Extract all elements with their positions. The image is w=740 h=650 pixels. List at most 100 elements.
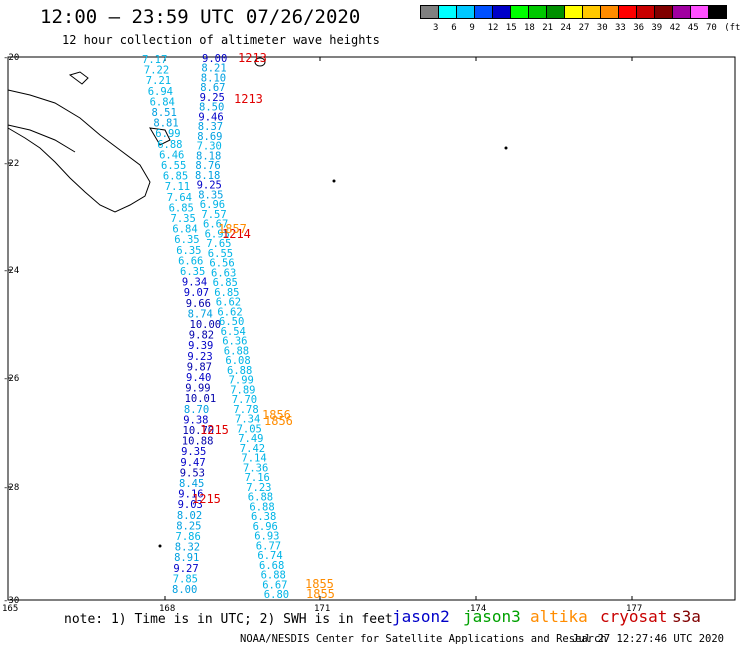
swh-value: 6.35 bbox=[176, 245, 201, 257]
swh-value: 6.74 bbox=[257, 550, 282, 562]
lat-label: -22 bbox=[3, 159, 19, 169]
swh-value: 7.64 bbox=[167, 192, 192, 204]
swh-value: 7.57 bbox=[201, 209, 226, 221]
swh-value: 8.81 bbox=[153, 118, 178, 130]
swh-value: 6.35 bbox=[180, 266, 205, 278]
swh-value: 7.42 bbox=[240, 443, 265, 455]
swh-value: 7.99 bbox=[229, 375, 254, 387]
swh-value: 6.54 bbox=[221, 326, 246, 338]
swh-value: 6.08 bbox=[225, 355, 250, 367]
swh-value: 10.70 bbox=[183, 425, 215, 437]
swh-value: 9.00 bbox=[202, 53, 227, 65]
swh-value: 8.76 bbox=[195, 160, 220, 172]
scale-label: 24 bbox=[560, 23, 572, 33]
swh-value: 9.40 bbox=[186, 372, 211, 384]
swh-value: 7.11 bbox=[165, 181, 190, 193]
lat-label: -24 bbox=[3, 266, 19, 276]
swh-value: 9.07 bbox=[184, 287, 209, 299]
swh-value: 7.89 bbox=[230, 384, 255, 396]
swh-value: 6.88 bbox=[261, 570, 286, 582]
pass-time-label: 1855 bbox=[306, 587, 335, 601]
swh-value: 8.00 bbox=[172, 584, 197, 596]
swh-value: 9.27 bbox=[173, 563, 198, 575]
swh-value: 9.16 bbox=[178, 489, 203, 501]
swh-value: 6.99 bbox=[155, 128, 180, 140]
swh-value: 8.10 bbox=[201, 72, 226, 84]
swh-value: 6.56 bbox=[209, 258, 234, 270]
island bbox=[254, 57, 266, 67]
scale-label: 33 bbox=[615, 23, 626, 33]
swh-value: 9.25 bbox=[197, 180, 222, 192]
swh-value: 7.14 bbox=[241, 453, 266, 465]
swh-value: 9.35 bbox=[181, 446, 206, 458]
swh-value: 7.22 bbox=[144, 65, 169, 77]
scale-label: 45 bbox=[687, 23, 699, 33]
scale-label: 27 bbox=[578, 23, 590, 33]
lat-label: -26 bbox=[3, 374, 19, 384]
swh-value: 6.85 bbox=[213, 277, 238, 289]
swh-value: 8.70 bbox=[184, 404, 209, 416]
swh-value: 6.36 bbox=[222, 336, 247, 348]
lat-label: -30 bbox=[3, 596, 19, 606]
swh-value: 6.84 bbox=[150, 96, 175, 108]
swh-value: 6.96 bbox=[253, 521, 278, 533]
swh-value: 6.88 bbox=[227, 365, 252, 377]
scale-label: (ft) bbox=[724, 23, 740, 33]
swh-value: 10.88 bbox=[182, 436, 214, 448]
swh-value: 8.50 bbox=[199, 102, 224, 114]
pass-time-label: 1215 bbox=[200, 423, 229, 437]
swh-value: 9.66 bbox=[186, 298, 211, 310]
timestamp: Jul 27 12:27:46 UTC 2020 bbox=[572, 633, 724, 645]
swh-value: 6.96 bbox=[200, 199, 225, 211]
swh-value: 7.78 bbox=[233, 404, 258, 416]
scale-label: 30 bbox=[596, 23, 608, 33]
credit-line: NOAA/NESDIS Center for Satellite Applica… bbox=[240, 633, 607, 645]
swh-value: 8.51 bbox=[152, 107, 177, 119]
pass-time-label: 1856 bbox=[264, 414, 293, 428]
pass-time-label: 1856 bbox=[262, 408, 291, 422]
swh-value: 6.62 bbox=[217, 306, 242, 318]
swh-value: 9.53 bbox=[180, 467, 205, 479]
swh-value: 6.88 bbox=[224, 345, 249, 357]
lon-label: 174 bbox=[470, 604, 486, 614]
swh-value: 6.63 bbox=[211, 267, 236, 279]
swh-value: 6.88 bbox=[157, 139, 182, 151]
swh-value: 7.34 bbox=[235, 414, 260, 426]
swh-value: 9.82 bbox=[189, 330, 214, 342]
swh-value: 8.18 bbox=[196, 150, 221, 162]
swh-value: 9.47 bbox=[180, 457, 205, 469]
mission-legend-altika: altika bbox=[530, 607, 588, 626]
pass-time-label: 1855 bbox=[305, 577, 334, 591]
swh-value: 7.70 bbox=[232, 394, 257, 406]
swh-value: 6.55 bbox=[161, 160, 186, 172]
swh-value: 7.16 bbox=[245, 472, 270, 484]
pass-time-label: 1213 bbox=[238, 51, 267, 65]
swh-value: 10.00 bbox=[190, 319, 222, 331]
scale-label: 9 bbox=[469, 23, 475, 33]
island bbox=[68, 71, 89, 85]
swh-value: 8.02 bbox=[177, 510, 202, 522]
coastline bbox=[7, 124, 76, 153]
footnote: note: 1) Time is in UTC; 2) SWH is in fe… bbox=[64, 612, 393, 627]
swh-value: 9.87 bbox=[187, 361, 212, 373]
swh-value: 6.85 bbox=[163, 171, 188, 183]
swh-value: 7.21 bbox=[146, 75, 171, 87]
pass-time-label: 1214 bbox=[222, 227, 251, 241]
swh-value: 7.05 bbox=[237, 423, 262, 435]
island bbox=[149, 127, 171, 146]
swh-value: 8.32 bbox=[175, 542, 200, 554]
swh-value: 6.93 bbox=[254, 531, 279, 543]
island bbox=[504, 146, 508, 150]
swh-value: 7.23 bbox=[246, 482, 271, 494]
lon-label: 177 bbox=[626, 604, 642, 614]
scale-label: 18 bbox=[524, 23, 535, 33]
pass-time-label: 1213 bbox=[234, 92, 263, 106]
swh-value: 6.46 bbox=[159, 149, 184, 161]
lat-label: -20 bbox=[3, 53, 19, 63]
pass-time-label: 1857 bbox=[218, 222, 247, 236]
swh-value: 8.37 bbox=[198, 121, 223, 133]
swh-value: 8.91 bbox=[174, 552, 199, 564]
swh-value: 7.30 bbox=[197, 141, 222, 153]
swh-value: 6.68 bbox=[259, 560, 284, 572]
scale-label: 15 bbox=[505, 23, 517, 33]
